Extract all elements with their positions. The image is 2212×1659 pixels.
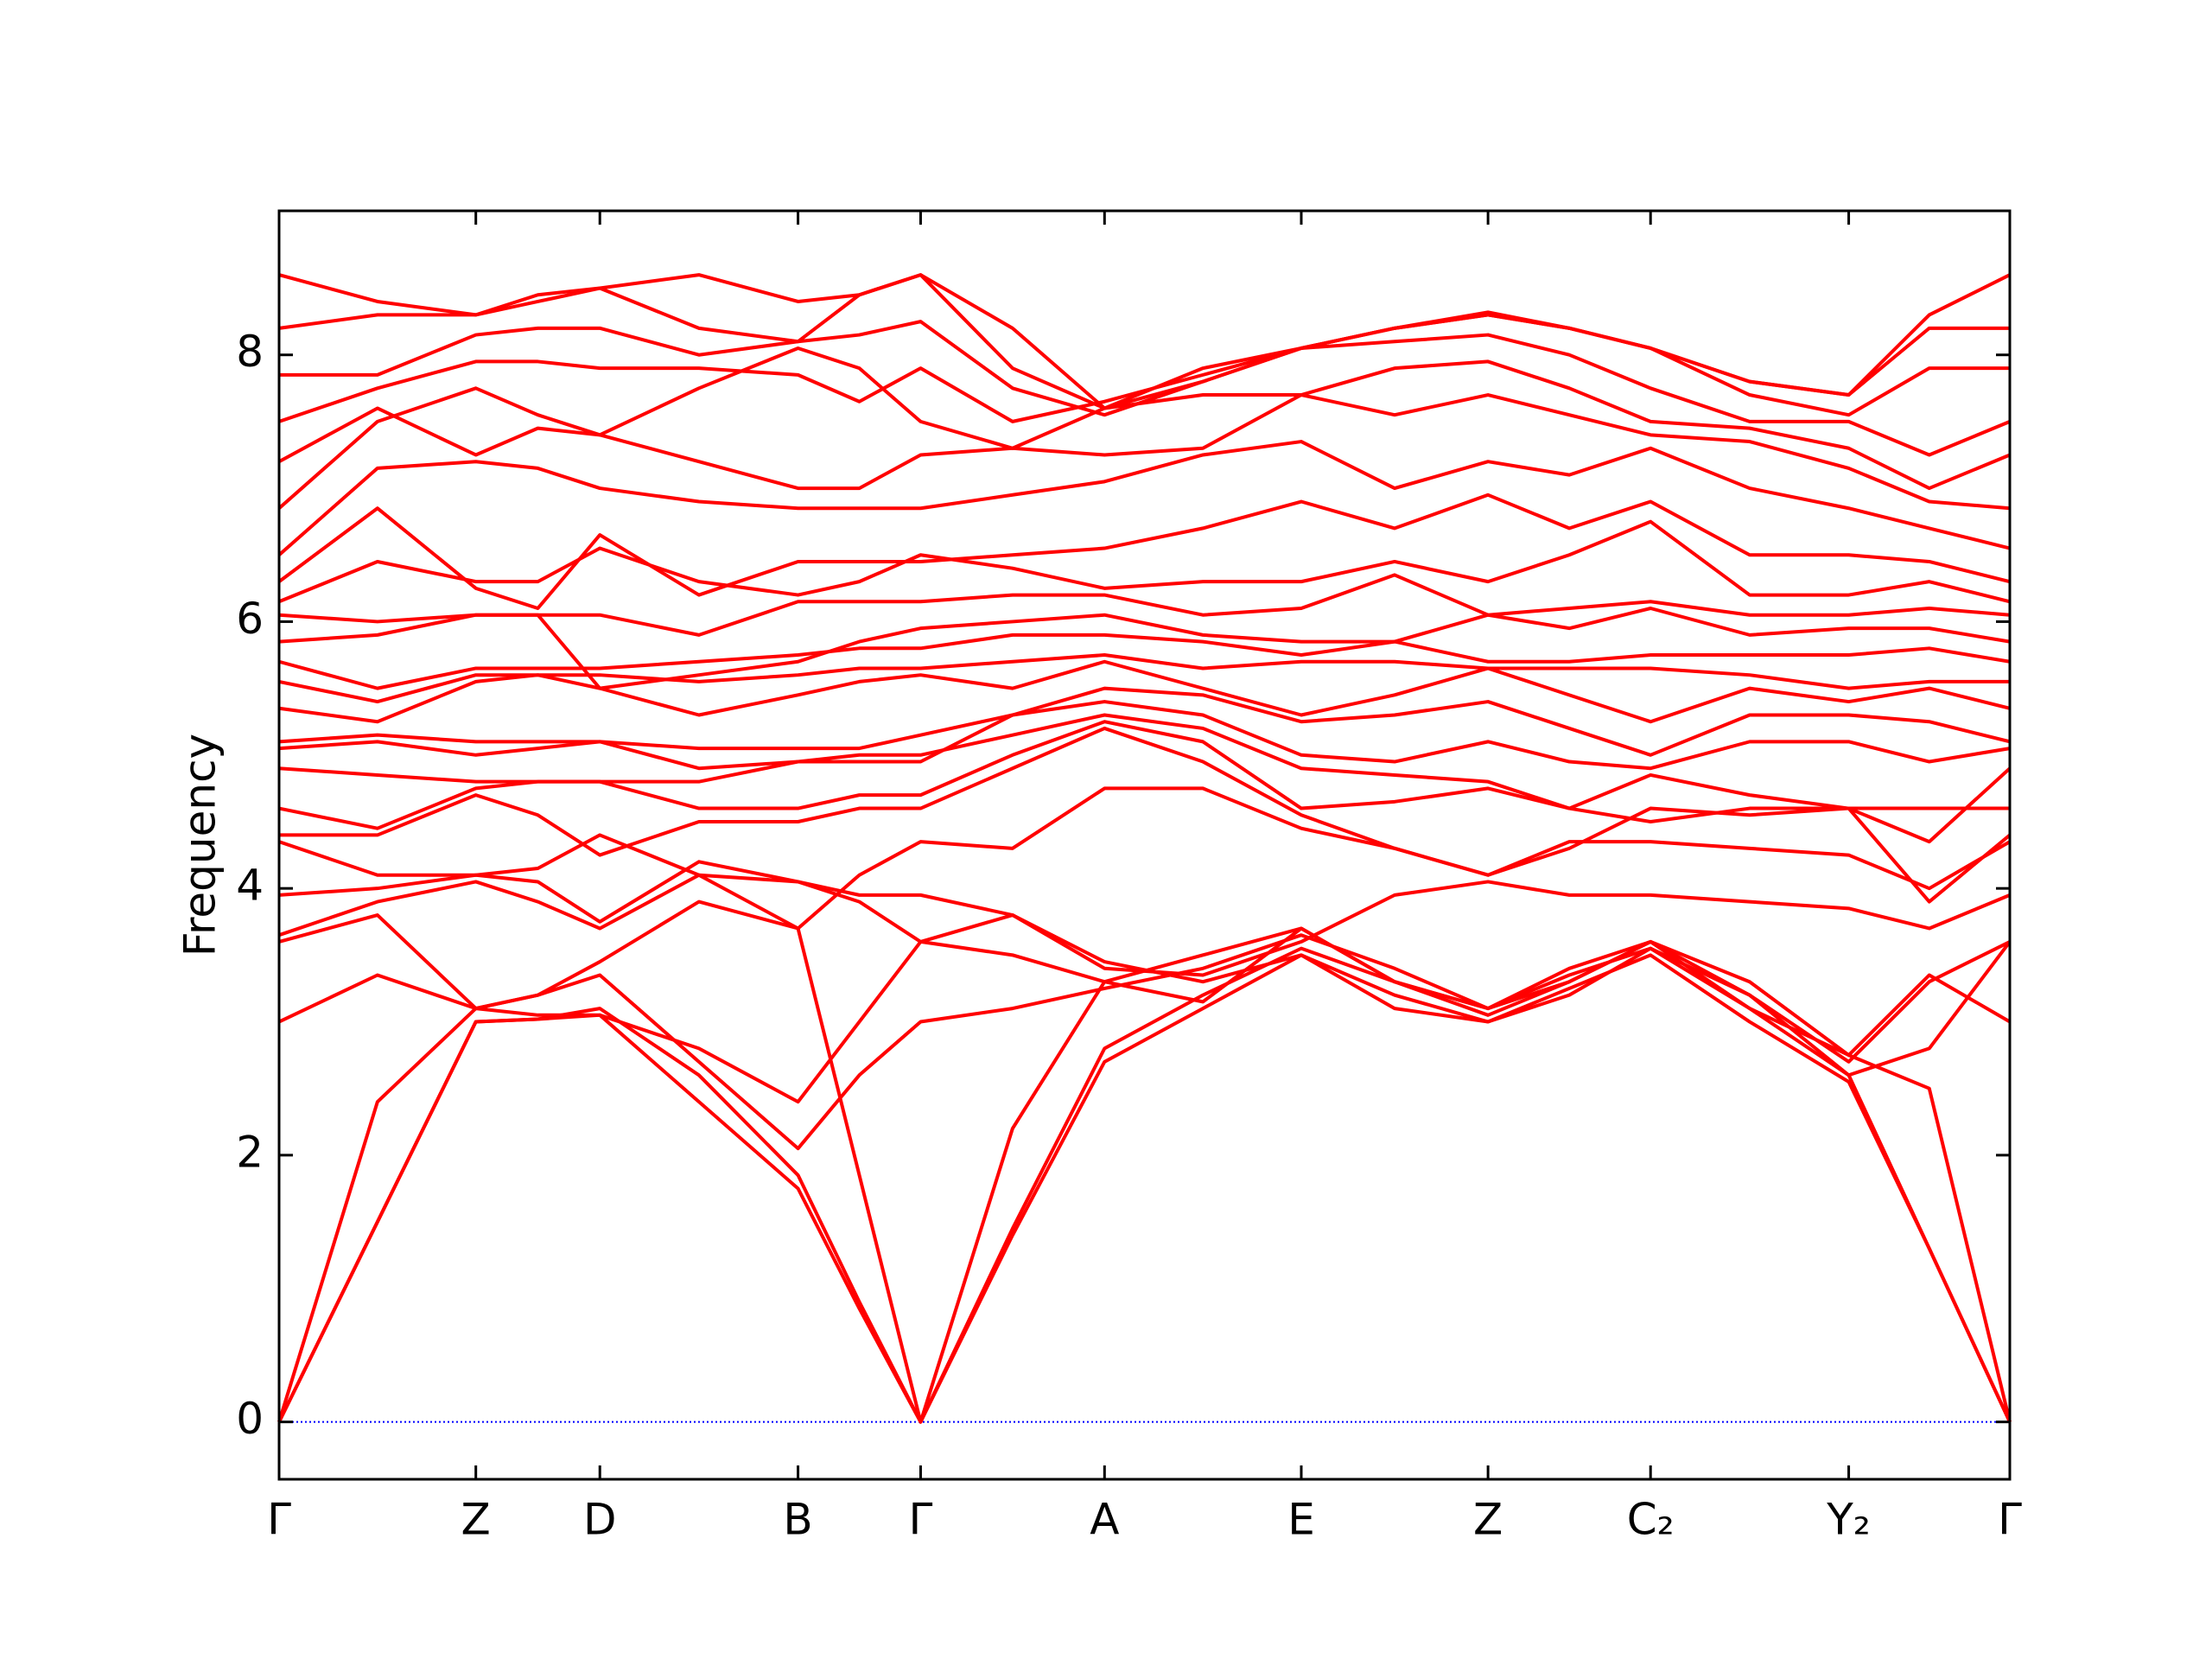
x-tick-label: E bbox=[1287, 1495, 1315, 1545]
plot-frame bbox=[277, 209, 2012, 1481]
band-line bbox=[279, 313, 2010, 417]
band-line bbox=[278, 653, 2010, 704]
x-tick-label: A bbox=[1090, 1495, 1119, 1545]
plot-area bbox=[277, 273, 2012, 1424]
y-tick-label: 4 bbox=[236, 861, 264, 911]
y-axis-label: Frequency bbox=[175, 734, 226, 957]
band-line bbox=[278, 913, 2011, 1104]
y-tick-label: 8 bbox=[236, 327, 264, 377]
band-line bbox=[278, 700, 2011, 771]
y-tick-label: 0 bbox=[236, 1394, 264, 1444]
band-line bbox=[278, 786, 2012, 931]
band-line bbox=[278, 713, 2012, 844]
y-tick-label: 2 bbox=[236, 1127, 264, 1177]
x-tick-label: Γ bbox=[909, 1495, 933, 1545]
x-tick-label: Z bbox=[1473, 1495, 1503, 1545]
band-line bbox=[278, 607, 2011, 690]
band-line bbox=[278, 933, 2012, 1151]
band-line bbox=[277, 953, 2012, 1424]
x-tick-label: Y₂ bbox=[1826, 1495, 1871, 1545]
band-line bbox=[278, 632, 2011, 690]
band-line bbox=[277, 386, 2011, 511]
band-line bbox=[278, 860, 2011, 977]
band-line bbox=[279, 726, 2012, 904]
x-tick-label: C₂ bbox=[1627, 1495, 1675, 1545]
band-line bbox=[278, 659, 2011, 724]
y-tick-label: 6 bbox=[236, 594, 264, 644]
x-tick-label: B bbox=[783, 1495, 812, 1545]
band-line bbox=[277, 493, 2011, 610]
band-line bbox=[277, 440, 2011, 556]
x-tick-label: Γ bbox=[1998, 1495, 2022, 1545]
band-line bbox=[278, 519, 2011, 604]
band-line bbox=[278, 720, 2010, 830]
x-tick-label: Γ bbox=[267, 1495, 291, 1545]
x-tick-label: D bbox=[583, 1495, 617, 1545]
x-tick-label: Z bbox=[461, 1495, 491, 1545]
band-line bbox=[278, 333, 2011, 457]
band-line bbox=[278, 873, 2012, 1077]
band-line bbox=[278, 273, 2011, 410]
band-line bbox=[277, 946, 2012, 1424]
band-line bbox=[278, 686, 2011, 757]
band-line bbox=[278, 573, 2011, 637]
